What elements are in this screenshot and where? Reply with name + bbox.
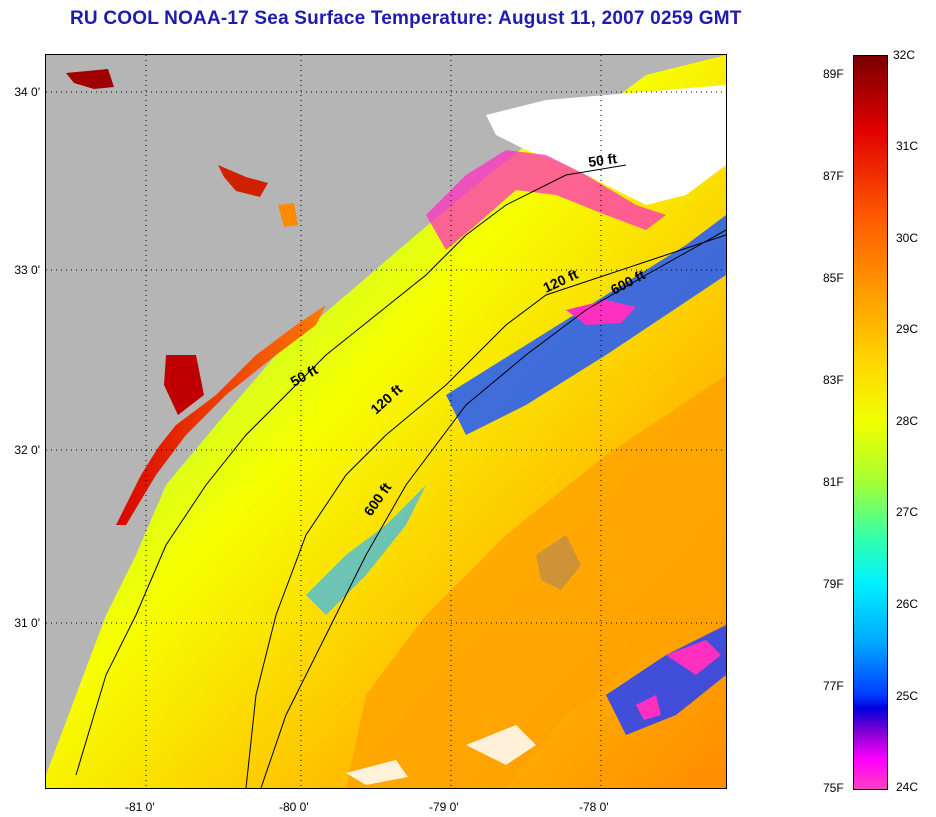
cb-label-27c: 27C: [896, 505, 919, 519]
isobath-120: [245, 234, 726, 788]
estuary-lake-2: [278, 203, 298, 227]
coastal-warm-band: [106, 305, 326, 525]
cb-label-30c: 30C: [896, 231, 919, 245]
cloud-speckle-2: [346, 760, 408, 785]
cb-label-24c: 24C: [896, 780, 919, 794]
cb-label-32c: 32C: [893, 48, 916, 62]
cloud-speckle: [466, 725, 536, 765]
lon-label-78: -78 0': [579, 800, 609, 814]
lat-label-32: 32 0': [14, 443, 40, 457]
isobath-50: [75, 164, 627, 776]
warm-region: [346, 375, 726, 788]
graticule: [46, 55, 726, 788]
estuary-north: [66, 69, 114, 89]
cool-band-inner: [306, 485, 426, 615]
cb-label-31c: 31C: [896, 139, 919, 153]
isobaths: [75, 164, 726, 788]
cb-label-26c: 26C: [896, 597, 919, 611]
cloud-fringe: [426, 150, 666, 250]
chart-title: RU COOL NOAA-17 Sea Surface Temperature:…: [70, 8, 742, 29]
cb-label-85f: 85F: [823, 271, 844, 285]
cb-label-83f: 83F: [823, 373, 844, 387]
colorbar-gradient: [854, 56, 887, 789]
lon-label-81: -81 0': [125, 800, 155, 814]
sst-map[interactable]: 50 ft 120 ft 600 ft 50 ft 120 ft 600 ft: [45, 54, 727, 789]
cb-label-28c: 28C: [896, 414, 919, 428]
cb-label-75f: 75F: [823, 781, 844, 795]
lon-label-79: -79 0': [429, 800, 459, 814]
colorbar: [853, 55, 888, 790]
isobath-600: [260, 229, 726, 788]
land-area: [46, 55, 606, 755]
cb-label-29c: 29C: [896, 322, 919, 336]
lat-label-31: 31 0': [14, 616, 40, 630]
cb-label-81f: 81F: [823, 475, 844, 489]
cloud-mask: [486, 85, 726, 205]
contour-label-50-north: 50 ft: [587, 150, 618, 170]
cb-label-77f: 77F: [823, 679, 844, 693]
estuary-lake: [218, 165, 268, 197]
cb-label-25c: 25C: [896, 689, 919, 703]
lat-label-34: 34 0': [14, 85, 40, 99]
cb-label-79f: 79F: [823, 577, 844, 591]
cold-patch-pink-south: [666, 640, 721, 675]
lon-label-80: -80 0': [279, 800, 309, 814]
cb-label-87f: 87F: [823, 169, 844, 183]
cold-patch-pink-se: [636, 695, 661, 720]
lat-label-33: 33 0': [14, 263, 40, 277]
estuary-south: [164, 355, 204, 415]
cb-label-89f: 89F: [823, 67, 844, 81]
cold-patch-pink: [566, 300, 636, 325]
